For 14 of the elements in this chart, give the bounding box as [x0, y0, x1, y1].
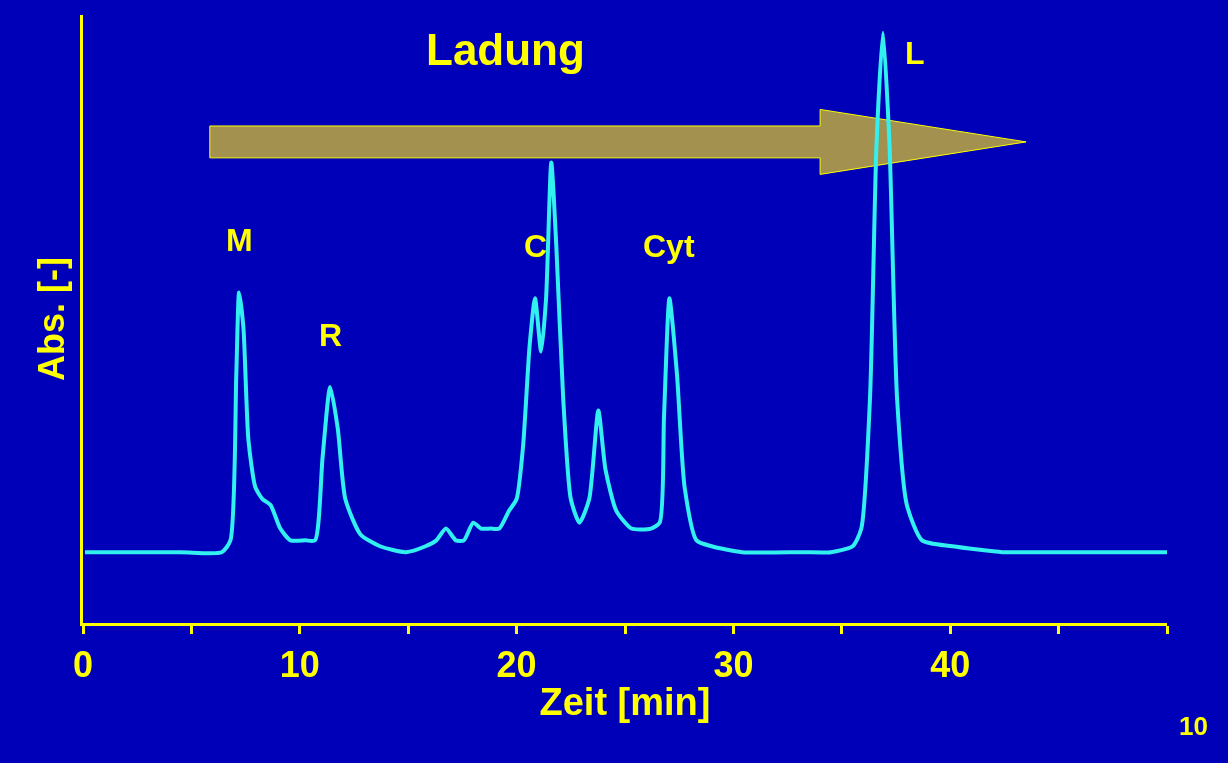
annotation: Cyt — [643, 228, 695, 264]
x-tick-label: 30 — [713, 644, 754, 686]
annotation: R — [319, 317, 343, 353]
annotation: L — [905, 35, 925, 71]
x-tick-label: 10 — [279, 644, 320, 686]
annotation: M — [226, 222, 253, 258]
x-tick-label: 40 — [930, 644, 971, 686]
text: 10 — [1179, 711, 1208, 741]
x-tick-label: 20 — [496, 644, 537, 686]
y-axis-title: Abs. [-] — [30, 257, 72, 381]
annotation: Ladung — [426, 25, 585, 74]
x-axis-title: Zeit [min] — [539, 681, 711, 724]
annotation: C — [524, 228, 548, 264]
x-tick-label: 0 — [72, 644, 94, 686]
